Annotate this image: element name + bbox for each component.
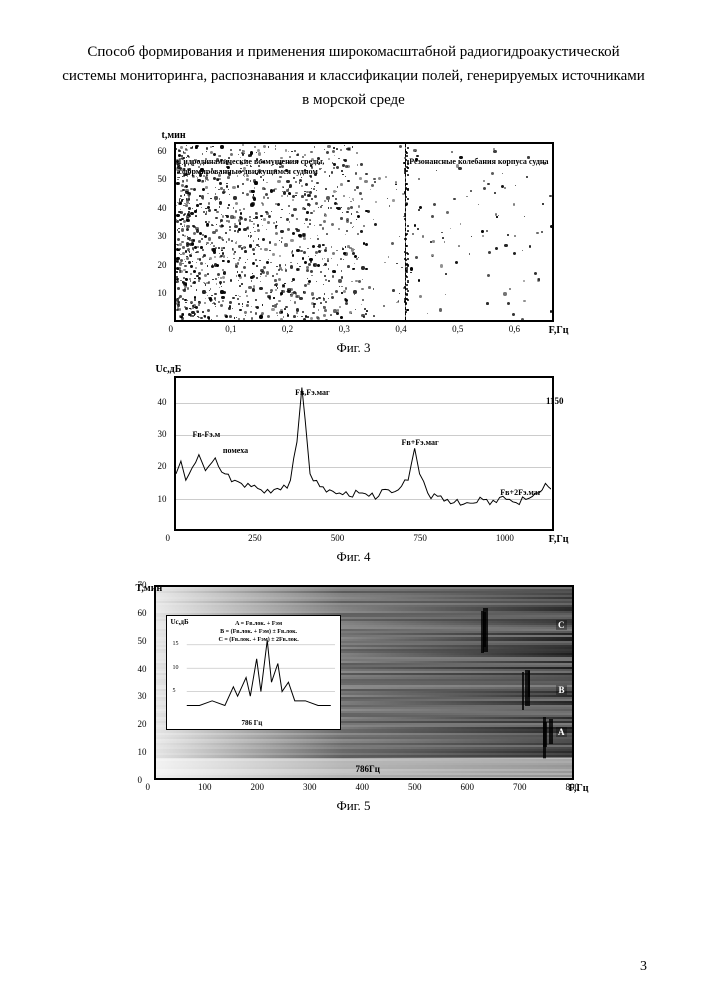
fig4-ytick: 10: [158, 494, 167, 504]
fig4-xtick: 0: [166, 533, 171, 543]
fig3-ytick: 30: [158, 231, 167, 241]
fig4-xtick: 500: [331, 533, 345, 543]
fig5-ytick: 20: [138, 719, 147, 729]
fig4-annotation: Fв+Fэ.маг: [402, 438, 439, 447]
fig5-inset-ytick: 5: [173, 688, 176, 694]
fig5-xtick: 0: [146, 782, 151, 792]
fig5-xtick: 800: [566, 782, 580, 792]
figure-3: t,мин F,Гц 102030405060 00,10,20,30,40,5…: [60, 142, 647, 356]
fig3-xtick: 0,4: [395, 324, 406, 334]
fig5-legend-line: A = Fв.лок. + Fэм: [219, 621, 299, 629]
fig4-xtick: 1000: [496, 533, 514, 543]
fig5-ytick: 50: [138, 636, 147, 646]
fig5-ytick: 60: [138, 608, 147, 618]
fig5-xtick: 300: [303, 782, 317, 792]
fig3-caption: Фиг. 3: [60, 340, 647, 356]
fig3-annotation-left: Гидродинамические возмущения среды,: [179, 157, 325, 166]
fig5-ytick: 30: [138, 691, 147, 701]
fig4-annotation: Fв,Fэ.маг: [295, 388, 330, 397]
fig3-annotation-right: Резонансные колебания корпуса судна: [409, 157, 548, 166]
fig4-y-label: Uc,дБ: [156, 364, 182, 375]
fig4-ytick: 30: [158, 429, 167, 439]
fig5-marker: B: [556, 685, 566, 695]
fig5-xtick: 600: [461, 782, 475, 792]
fig3-xtick: 0,6: [509, 324, 520, 334]
fig4-annotation: Fв-Fэ.м: [193, 430, 221, 439]
document-title: Способ формирования и применения широком…: [60, 40, 647, 112]
fig5-center-freq: 786Гц: [356, 764, 380, 774]
fig4-ytick: 20: [158, 461, 167, 471]
fig5-inset-chart: A = Fв.лок. + FэмB = (Fв.лок. + Fэм) ± F…: [166, 615, 341, 730]
fig5-xtick: 700: [513, 782, 527, 792]
fig5-marker: A: [556, 727, 567, 737]
fig5-inset-ytick: 15: [173, 641, 179, 647]
fig4-x-extra: 1150: [546, 396, 564, 406]
fig4-xtick: 750: [413, 533, 427, 543]
fig4-annotation: Fв+2Fэ.маг: [500, 488, 541, 497]
fig3-xtick: 0: [169, 324, 174, 334]
fig5-xtick: 100: [198, 782, 212, 792]
fig3-x-label: F,Гц: [549, 325, 569, 336]
fig5-xtick: 400: [356, 782, 370, 792]
fig3-xtick: 0,5: [452, 324, 463, 334]
fig5-inset-ytick: 10: [173, 665, 179, 671]
fig5-legend-line: B = (Fв.лок. + Fэм) ± Fв.лок.: [219, 629, 299, 637]
fig5-legend-line: C = (Fв.лок. + Fэм) ± 2Fв.лок.: [219, 637, 299, 645]
fig5-chart: A = Fв.лок. + FэмB = (Fв.лок. + Fэм) ± F…: [154, 585, 574, 780]
fig3-ytick: 50: [158, 174, 167, 184]
fig5-caption: Фиг. 5: [60, 798, 647, 814]
fig4-annotation: помеха: [223, 446, 248, 455]
fig3-xtick: 0,1: [225, 324, 236, 334]
fig5-inset-x-label: 786 Гц: [242, 719, 263, 727]
fig4-xtick: 250: [248, 533, 262, 543]
fig3-ytick: 10: [158, 288, 167, 298]
fig5-marker: C: [556, 620, 567, 630]
fig5-ytick: 0: [138, 775, 143, 785]
fig5-ytick: 70: [138, 580, 147, 590]
fig4-ytick: 40: [158, 397, 167, 407]
fig5-inset-y-label: Uc,дБ: [171, 618, 189, 626]
fig3-xtick: 0,3: [339, 324, 350, 334]
fig5-xtick: 200: [251, 782, 265, 792]
figure-4: Uc,дБ F,Гц 10203040 02505007501000 Fв-Fэ…: [60, 376, 647, 565]
fig5-xtick: 500: [408, 782, 422, 792]
fig3-annotation-left2: сформированные движущимся судном: [179, 167, 318, 176]
fig3-xtick: 0,2: [282, 324, 293, 334]
fig5-inset-legend: A = Fв.лок. + FэмB = (Fв.лок. + Fэм) ± F…: [219, 621, 299, 644]
fig3-ytick: 60: [158, 146, 167, 156]
fig3-y-label: t,мин: [162, 130, 186, 141]
fig4-caption: Фиг. 4: [60, 549, 647, 565]
fig4-x-label: F,Гц: [549, 534, 569, 545]
fig5-ytick: 10: [138, 747, 147, 757]
fig3-ytick: 20: [158, 260, 167, 270]
page-number: 3: [640, 959, 647, 975]
fig3-ytick: 40: [158, 203, 167, 213]
fig5-ytick: 40: [138, 664, 147, 674]
figure-5: A = Fв.лок. + FэмB = (Fв.лок. + Fэм) ± F…: [60, 585, 647, 814]
